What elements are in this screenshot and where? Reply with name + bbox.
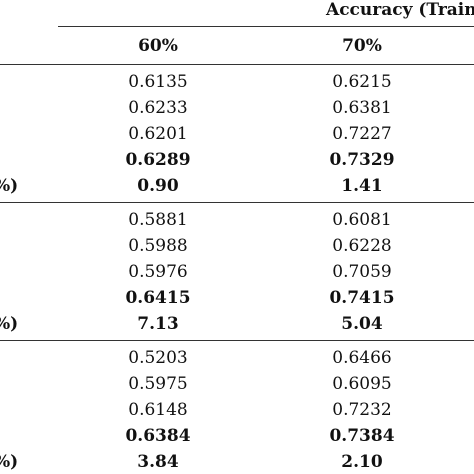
- table-cell: 0.6095: [332, 374, 392, 394]
- column-header-70: 70%: [342, 36, 382, 56]
- table-cell: 0.6466: [332, 348, 392, 368]
- row-stub-fragment: %): [0, 452, 19, 472]
- table-cell: 0.6201: [128, 124, 188, 144]
- table-cell: 0.5976: [128, 262, 188, 282]
- table-cell-best: 0.6289: [125, 150, 191, 170]
- table-cell-improvement: 1.41: [341, 176, 383, 196]
- table-cell-best: 0.7384: [329, 426, 395, 446]
- table-cell: 0.6381: [332, 98, 392, 118]
- table-cell-improvement: 0.90: [137, 176, 179, 196]
- table-cell: 0.5203: [128, 348, 188, 368]
- table-cell-improvement: 3.84: [137, 452, 179, 472]
- row-stub-fragment: %): [0, 176, 19, 196]
- table-cell: 0.5988: [128, 236, 188, 256]
- table-cell: 0.6215: [332, 72, 392, 92]
- table-cell-improvement: 7.13: [137, 314, 179, 334]
- table-cell-best: 0.6415: [125, 288, 191, 308]
- table-cell-best: 0.6384: [125, 426, 191, 446]
- table-cell: 0.7059: [332, 262, 392, 282]
- table-cell: 0.6148: [128, 400, 188, 420]
- table-cell-best: 0.7329: [329, 150, 395, 170]
- row-stub-fragment: %): [0, 314, 19, 334]
- column-header-60: 60%: [138, 36, 178, 56]
- table-cell: 0.6081: [332, 210, 392, 230]
- table-cell-improvement: 5.04: [341, 314, 383, 334]
- table-cell: 0.6228: [332, 236, 392, 256]
- table-cell-best: 0.7415: [329, 288, 395, 308]
- block-separator-rule: [0, 202, 474, 203]
- table-cell: 0.7232: [332, 400, 392, 420]
- header-group-label: Accuracy (Train: [326, 0, 474, 20]
- header-group-rule: [58, 26, 474, 27]
- table-cell-improvement: 2.10: [341, 452, 383, 472]
- header-bottom-rule: [0, 64, 474, 65]
- table-cell: 0.5975: [128, 374, 188, 394]
- table-cell: 0.5881: [128, 210, 188, 230]
- block-separator-rule: [0, 340, 474, 341]
- table-cell: 0.6135: [128, 72, 188, 92]
- table-cell: 0.7227: [332, 124, 392, 144]
- table-cell: 0.6233: [128, 98, 188, 118]
